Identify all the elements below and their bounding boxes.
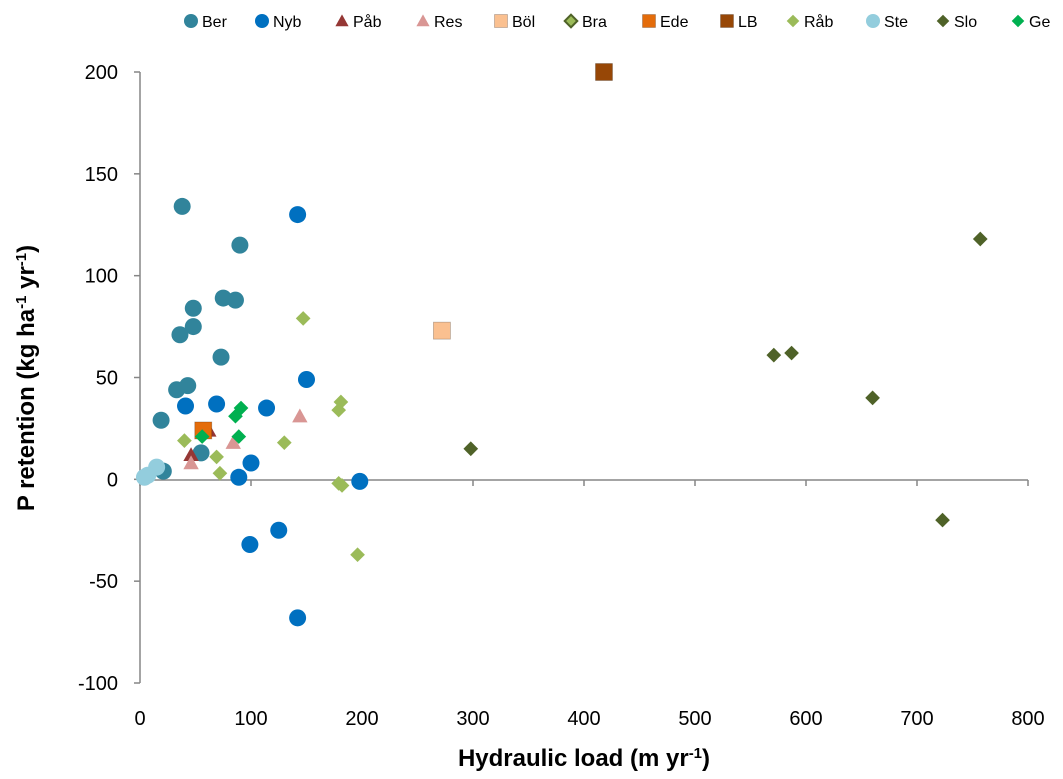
- x-tick-label: 500: [678, 708, 711, 730]
- legend: Ber Nyb Påb Res Böl Bra Ede LB Råb Ste Slo Ge: [184, 13, 1050, 31]
- legend-label-ste: Ste: [884, 14, 908, 31]
- y-tick-label: -100: [78, 673, 118, 695]
- data-point-nyb: [258, 399, 276, 417]
- data-point-res: [292, 408, 308, 423]
- data-point-nyb: [289, 609, 307, 627]
- legend-label-nyb: Nyb: [273, 14, 302, 31]
- legend-label-slo: Slo: [954, 14, 977, 31]
- x-tick-label: 400: [567, 708, 600, 730]
- data-point-ber: [179, 377, 197, 395]
- data-point-ge: [228, 408, 243, 424]
- y-tick-label: 50: [96, 368, 118, 390]
- legend-marker-pb: [335, 14, 349, 27]
- data-point-ge: [233, 400, 249, 416]
- x-tick-label: 100: [234, 708, 267, 730]
- y-tick-label: 150: [85, 164, 118, 186]
- data-point-ber: [184, 318, 202, 336]
- legend-label-rb: Råb: [804, 13, 833, 31]
- y-axis-title: P retention (kg ha-1 yr-1): [13, 245, 41, 511]
- legend-marker-res: [416, 14, 430, 27]
- data-point-ge: [194, 429, 210, 444]
- y-tick-labels: 200 150 100 50 0 -50 -100: [78, 62, 118, 695]
- data-point-ber: [231, 236, 249, 254]
- legend-marker-slo: [936, 14, 950, 28]
- legend-label-bra: Bra: [582, 14, 607, 31]
- legend-label-pb: Påb: [353, 13, 382, 31]
- legend-label-ber: Ber: [202, 14, 228, 31]
- data-point-nyb: [298, 371, 315, 389]
- data-point-rb: [331, 402, 347, 418]
- x-tick-label: 0: [134, 708, 145, 730]
- data-point-res: [225, 434, 241, 449]
- data-point-ber: [192, 444, 210, 462]
- data-point-nyb: [270, 521, 288, 539]
- data-point-ber: [212, 348, 230, 366]
- data-point-slo: [972, 231, 988, 247]
- data-point-lb: [595, 63, 613, 81]
- y-tick-label: -50: [89, 571, 118, 593]
- data-point-ber: [171, 326, 189, 344]
- data-point-nyb: [242, 454, 260, 472]
- x-tick-label: 800: [1011, 708, 1044, 730]
- data-point-rb: [276, 435, 292, 451]
- axes: [139, 72, 1028, 683]
- x-tick-label: 700: [900, 708, 933, 730]
- data-point-rb: [209, 449, 224, 465]
- data-point-rb: [334, 478, 350, 493]
- data-point-slo: [766, 347, 782, 363]
- y-tick-label: 200: [85, 62, 118, 84]
- legend-marker-ge: [1011, 14, 1025, 28]
- data-point-slo: [865, 390, 880, 406]
- data-point-ber: [226, 291, 244, 309]
- legend-label-res: Res: [434, 14, 462, 31]
- data-point-nyb: [289, 206, 307, 224]
- legend-marker-bl: [494, 14, 508, 28]
- data-point-nyb: [230, 468, 248, 486]
- data-point-nyb: [241, 536, 259, 554]
- data-point-ber: [184, 299, 202, 317]
- data-point-nyb: [177, 397, 195, 415]
- x-tick-label: 300: [456, 708, 489, 730]
- x-tick-label: 200: [345, 708, 378, 730]
- legend-label-bl: Böl: [512, 14, 535, 31]
- data-point-rb: [295, 311, 311, 326]
- x-tick-labels: 0 100 200 300 400 500 600 700 800: [134, 708, 1044, 730]
- data-point-nyb: [351, 472, 369, 490]
- legend-marker-bra: [563, 13, 579, 29]
- data-point-rb: [177, 433, 192, 448]
- data-point-ste: [135, 468, 153, 486]
- data-point-res: [183, 455, 199, 470]
- legend-marker-rb: [786, 14, 800, 28]
- data-point-nyb: [208, 395, 226, 413]
- legend-label-ede: Ede: [660, 14, 689, 31]
- y-tick-label: 100: [85, 266, 118, 288]
- legend-marker-ste: [866, 14, 880, 28]
- data-point-pb: [183, 447, 199, 462]
- data-point-ge: [231, 429, 247, 444]
- x-tick-label: 600: [789, 708, 822, 730]
- x-axis-title: Hydraulic load (m yr-1): [458, 745, 710, 773]
- data-point-slo: [935, 512, 950, 528]
- legend-marker-ede: [642, 14, 656, 28]
- legend-marker-lb: [720, 14, 734, 28]
- data-point-rb: [212, 465, 228, 481]
- data-point-ber: [152, 411, 170, 429]
- ticks: [134, 71, 1029, 684]
- data-point-bl: [433, 321, 451, 340]
- legend-label-ge: Ge: [1029, 14, 1050, 31]
- data-point-ber: [173, 197, 191, 215]
- data-point-slo: [463, 441, 479, 457]
- legend-label-lb: LB: [738, 14, 758, 31]
- legend-marker-nyb: [255, 14, 269, 28]
- y-tick-label: 0: [107, 469, 118, 491]
- data-points: [135, 63, 988, 627]
- data-point-slo: [784, 345, 799, 361]
- legend-marker-ber: [184, 14, 198, 28]
- data-point-rb: [350, 547, 365, 563]
